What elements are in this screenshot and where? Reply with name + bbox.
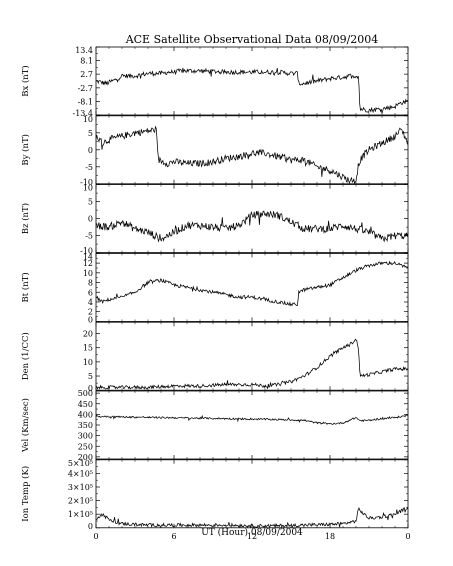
y-tick-label: 500 [78,389,93,398]
y-tick-label: 12 [83,259,93,268]
y-tick-label: 300 [78,432,93,441]
panel-frame [95,46,409,116]
y-tick-label: 250 [78,442,93,451]
x-tick-labels: 0 6 12 18 0 [93,532,410,541]
y-tick-label: 0 [88,384,93,393]
x-tick-label: 0 [93,532,98,541]
panel-frame [95,390,409,460]
series-line-ion-temp-k [95,506,409,529]
x-axis-label: UT (Hour) 08/09/2004 [201,527,303,538]
panel-frame [95,115,409,185]
y-tick-label: 200 [78,453,93,462]
y-tick-label: 2×10⁵ [68,497,93,506]
y-axis-label-bt-nt: Bt (nT) [20,272,31,302]
y-axis-label-den-1-cc: Den (1/CC) [20,332,31,380]
y-tick-label: 20 [83,330,93,339]
y-axis-label-bx-nt: Bx (nT) [20,65,31,97]
y-tick-label: -8.1 [78,98,93,107]
panel-den-1-cc: 20 15 10 5 0 Den (1/CC) [20,321,409,393]
y-tick-label: -13.4 [72,109,93,118]
y-tick-label: 2 [88,308,93,317]
y-tick-label: 350 [78,421,93,430]
y-axis-label-vel-km-sec: Vel (Km/sec) [20,398,31,453]
y-tick-label: 15 [83,344,93,353]
y-tick-label: 10 [83,184,93,193]
y-tick-label: 8 [88,279,93,288]
y-tick-label: 2.7 [80,70,93,79]
y-tick-label: 10 [83,115,93,124]
series-line-bz-nt [95,210,409,243]
series-line-bt-nt [95,260,409,307]
y-tick-label: -10 [80,178,93,187]
panel-by-nt: 10 5 0 -5 -10 By (nT) [20,115,409,187]
y-tick-label: 14 [83,252,93,261]
y-tick-label: 6 [88,288,93,297]
y-tick-label: 5 [88,198,93,207]
y-tick-label: 0 [88,146,93,155]
series-line-by-nt [95,125,409,185]
panel-frame [95,459,409,529]
panel-frame [95,321,409,391]
chart-title: ACE Satellite Observational Data 08/09/2… [125,33,379,46]
x-tick-label: 0 [405,532,410,541]
y-tick-label: 4×10⁵ [68,469,93,478]
y-tick-label: 10 [83,358,93,367]
y-tick-label: 0 [88,315,93,324]
x-tick-label: 18 [325,532,335,541]
panel-bx-nt: 13.48.1 2.7 -2.7 -8.1 -13.4 Bx (nT) [20,46,409,118]
panels: 13.48.1 2.7 -2.7 -8.1 -13.4 Bx (nT) 10 5 0 -5 -10 B… [20,46,409,531]
series-line-vel-km-sec [95,414,409,425]
panel-frame [95,252,409,322]
y-tick-label: 0 [88,522,93,531]
y-axis-label-bz-nt: Bz (nT) [20,203,31,234]
y-tick-label: 450 [78,400,93,409]
y-axis-label-by-nt: By (nT) [20,134,31,166]
y-tick-label: 10 [83,269,93,278]
y-tick-label: 4 [88,298,93,307]
y-tick-label: 400 [78,410,93,419]
y-tick-label: -2.7 [78,84,93,93]
y-tick-label: -5 [85,163,93,172]
x-tick-label: 6 [171,532,176,541]
series-line-den-1-cc [95,338,409,390]
panel-bz-nt: 10 5 0 -5 -10 Bz (nT) [20,184,409,256]
y-tick-label: 5 [88,372,93,381]
y-tick-label: 13.4 [75,46,93,55]
panel-frame [95,184,409,254]
y-tick-label: 5×10⁵ [68,459,93,468]
y-tick-label: 3×10⁵ [68,483,93,492]
x-tick-label: 12 [247,532,257,541]
y-tick-label: -10 [80,247,93,256]
y-axis-label-ion-temp-k: Ion Temp (K) [20,466,31,522]
series-line-bx-nt [95,67,409,114]
y-tick-label: 0 [88,215,93,224]
y-tick-label: 8.1 [80,56,93,65]
y-tick-label: 1×10⁵ [68,510,93,519]
y-tick-label: 5 [88,129,93,138]
y-tick-label: -5 [85,232,93,241]
